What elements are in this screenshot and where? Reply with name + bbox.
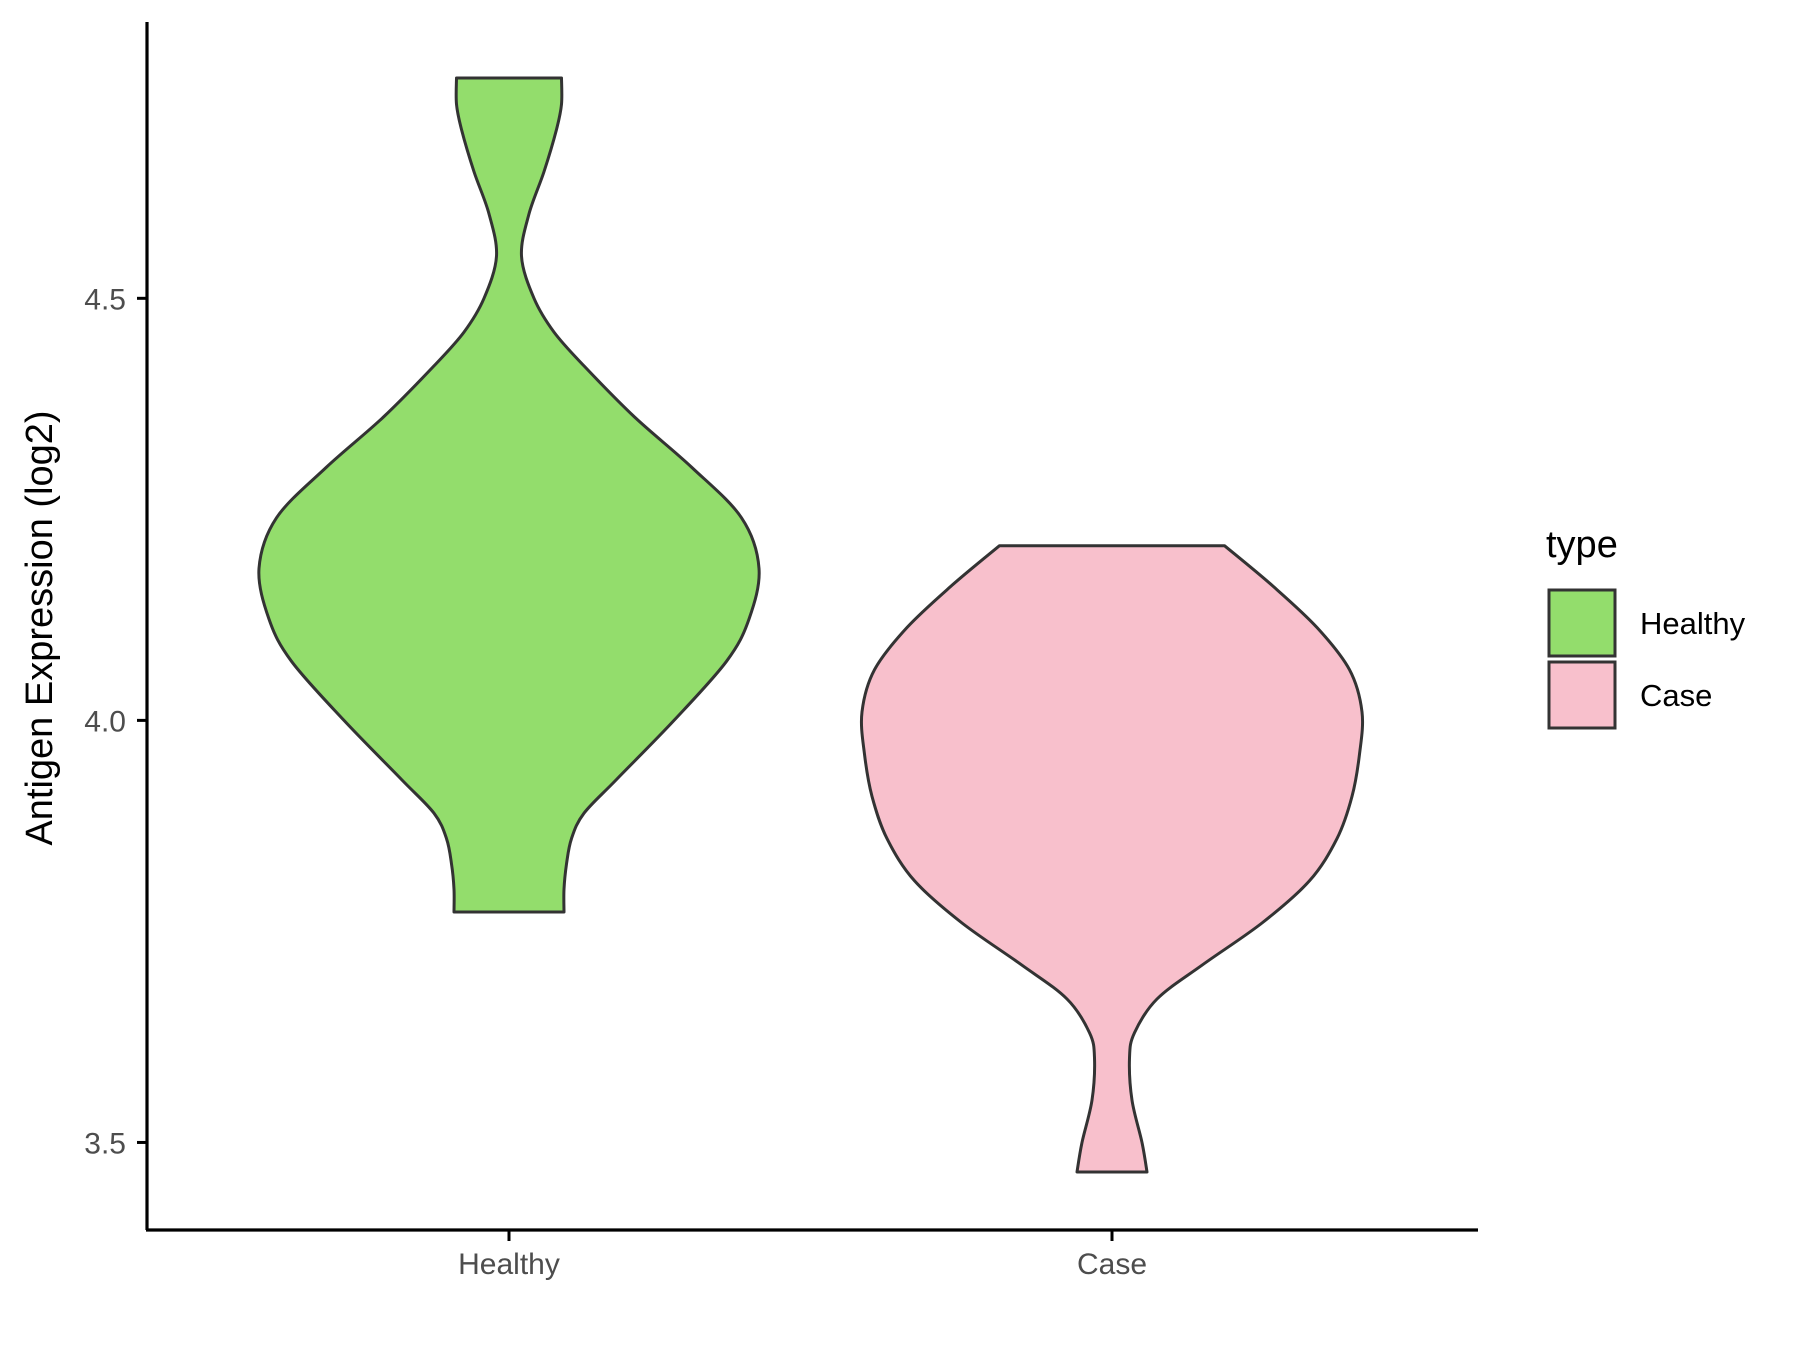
violin-case xyxy=(859,544,1365,1174)
axes-layer xyxy=(145,22,1478,1232)
violins-layer xyxy=(257,76,1365,1174)
y-ticks: 3.5 4.0 4.5 xyxy=(84,283,147,1160)
legend: type Healthy Case xyxy=(1546,524,1746,730)
y-tick-label: 3.5 xyxy=(84,1127,126,1160)
y-tick-label: 4.0 xyxy=(84,705,126,738)
violin-healthy xyxy=(257,76,761,914)
legend-title: type xyxy=(1546,524,1618,566)
legend-swatch-healthy xyxy=(1547,588,1617,658)
y-axis-title: Antigen Expression (log2) xyxy=(19,410,61,845)
legend-label-case: Case xyxy=(1640,678,1712,713)
y-tick-label: 4.5 xyxy=(84,283,126,316)
x-tick-label-healthy: Healthy xyxy=(458,1248,560,1281)
legend-label-healthy: Healthy xyxy=(1640,606,1746,641)
legend-swatch-case xyxy=(1547,660,1617,730)
x-ticks: Healthy Case xyxy=(458,1230,1147,1281)
x-tick-label-case: Case xyxy=(1077,1248,1147,1281)
